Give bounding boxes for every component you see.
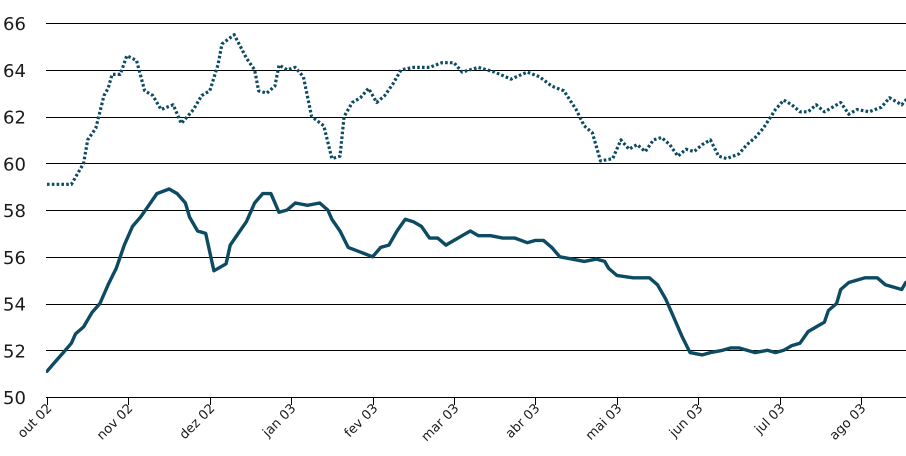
- y-tick-label: 60: [3, 154, 26, 175]
- y-tick-label: 56: [3, 248, 26, 269]
- x-axis-ticks: out 02 nov 02 dez 02 jan 03 fev 03 mar 03 abr …: [15, 397, 869, 445]
- x-tick-label: nov 02: [94, 401, 136, 443]
- x-tick-label: jan 03: [259, 401, 299, 441]
- y-tick-label: 54: [3, 295, 26, 316]
- gridlines: [46, 22, 906, 399]
- x-tick-label: jul 03: [751, 401, 788, 438]
- x-tick-label: dez 02: [177, 401, 219, 443]
- y-axis-ticks: 50 52 54 56 58 60 62 64 66: [3, 14, 26, 409]
- x-tick-label: mar 03: [419, 401, 463, 445]
- x-tick-label: mai 03: [583, 401, 625, 443]
- x-tick-label: abr 03: [503, 401, 543, 441]
- x-tick-label: jun 03: [666, 401, 706, 441]
- y-tick-label: 52: [3, 341, 26, 362]
- y-tick-label: 64: [3, 61, 26, 82]
- y-tick-label: 62: [3, 108, 26, 129]
- y-tick-label: 50: [3, 388, 26, 409]
- series-line-solid: [46, 187, 906, 373]
- series-line-dotted: [47, 33, 906, 186]
- y-tick-label: 66: [3, 14, 26, 35]
- x-tick-label: ago 03: [827, 401, 869, 443]
- series-lines: [46, 33, 906, 373]
- x-tick-label: fev 03: [342, 401, 382, 441]
- y-tick-label: 58: [3, 201, 26, 222]
